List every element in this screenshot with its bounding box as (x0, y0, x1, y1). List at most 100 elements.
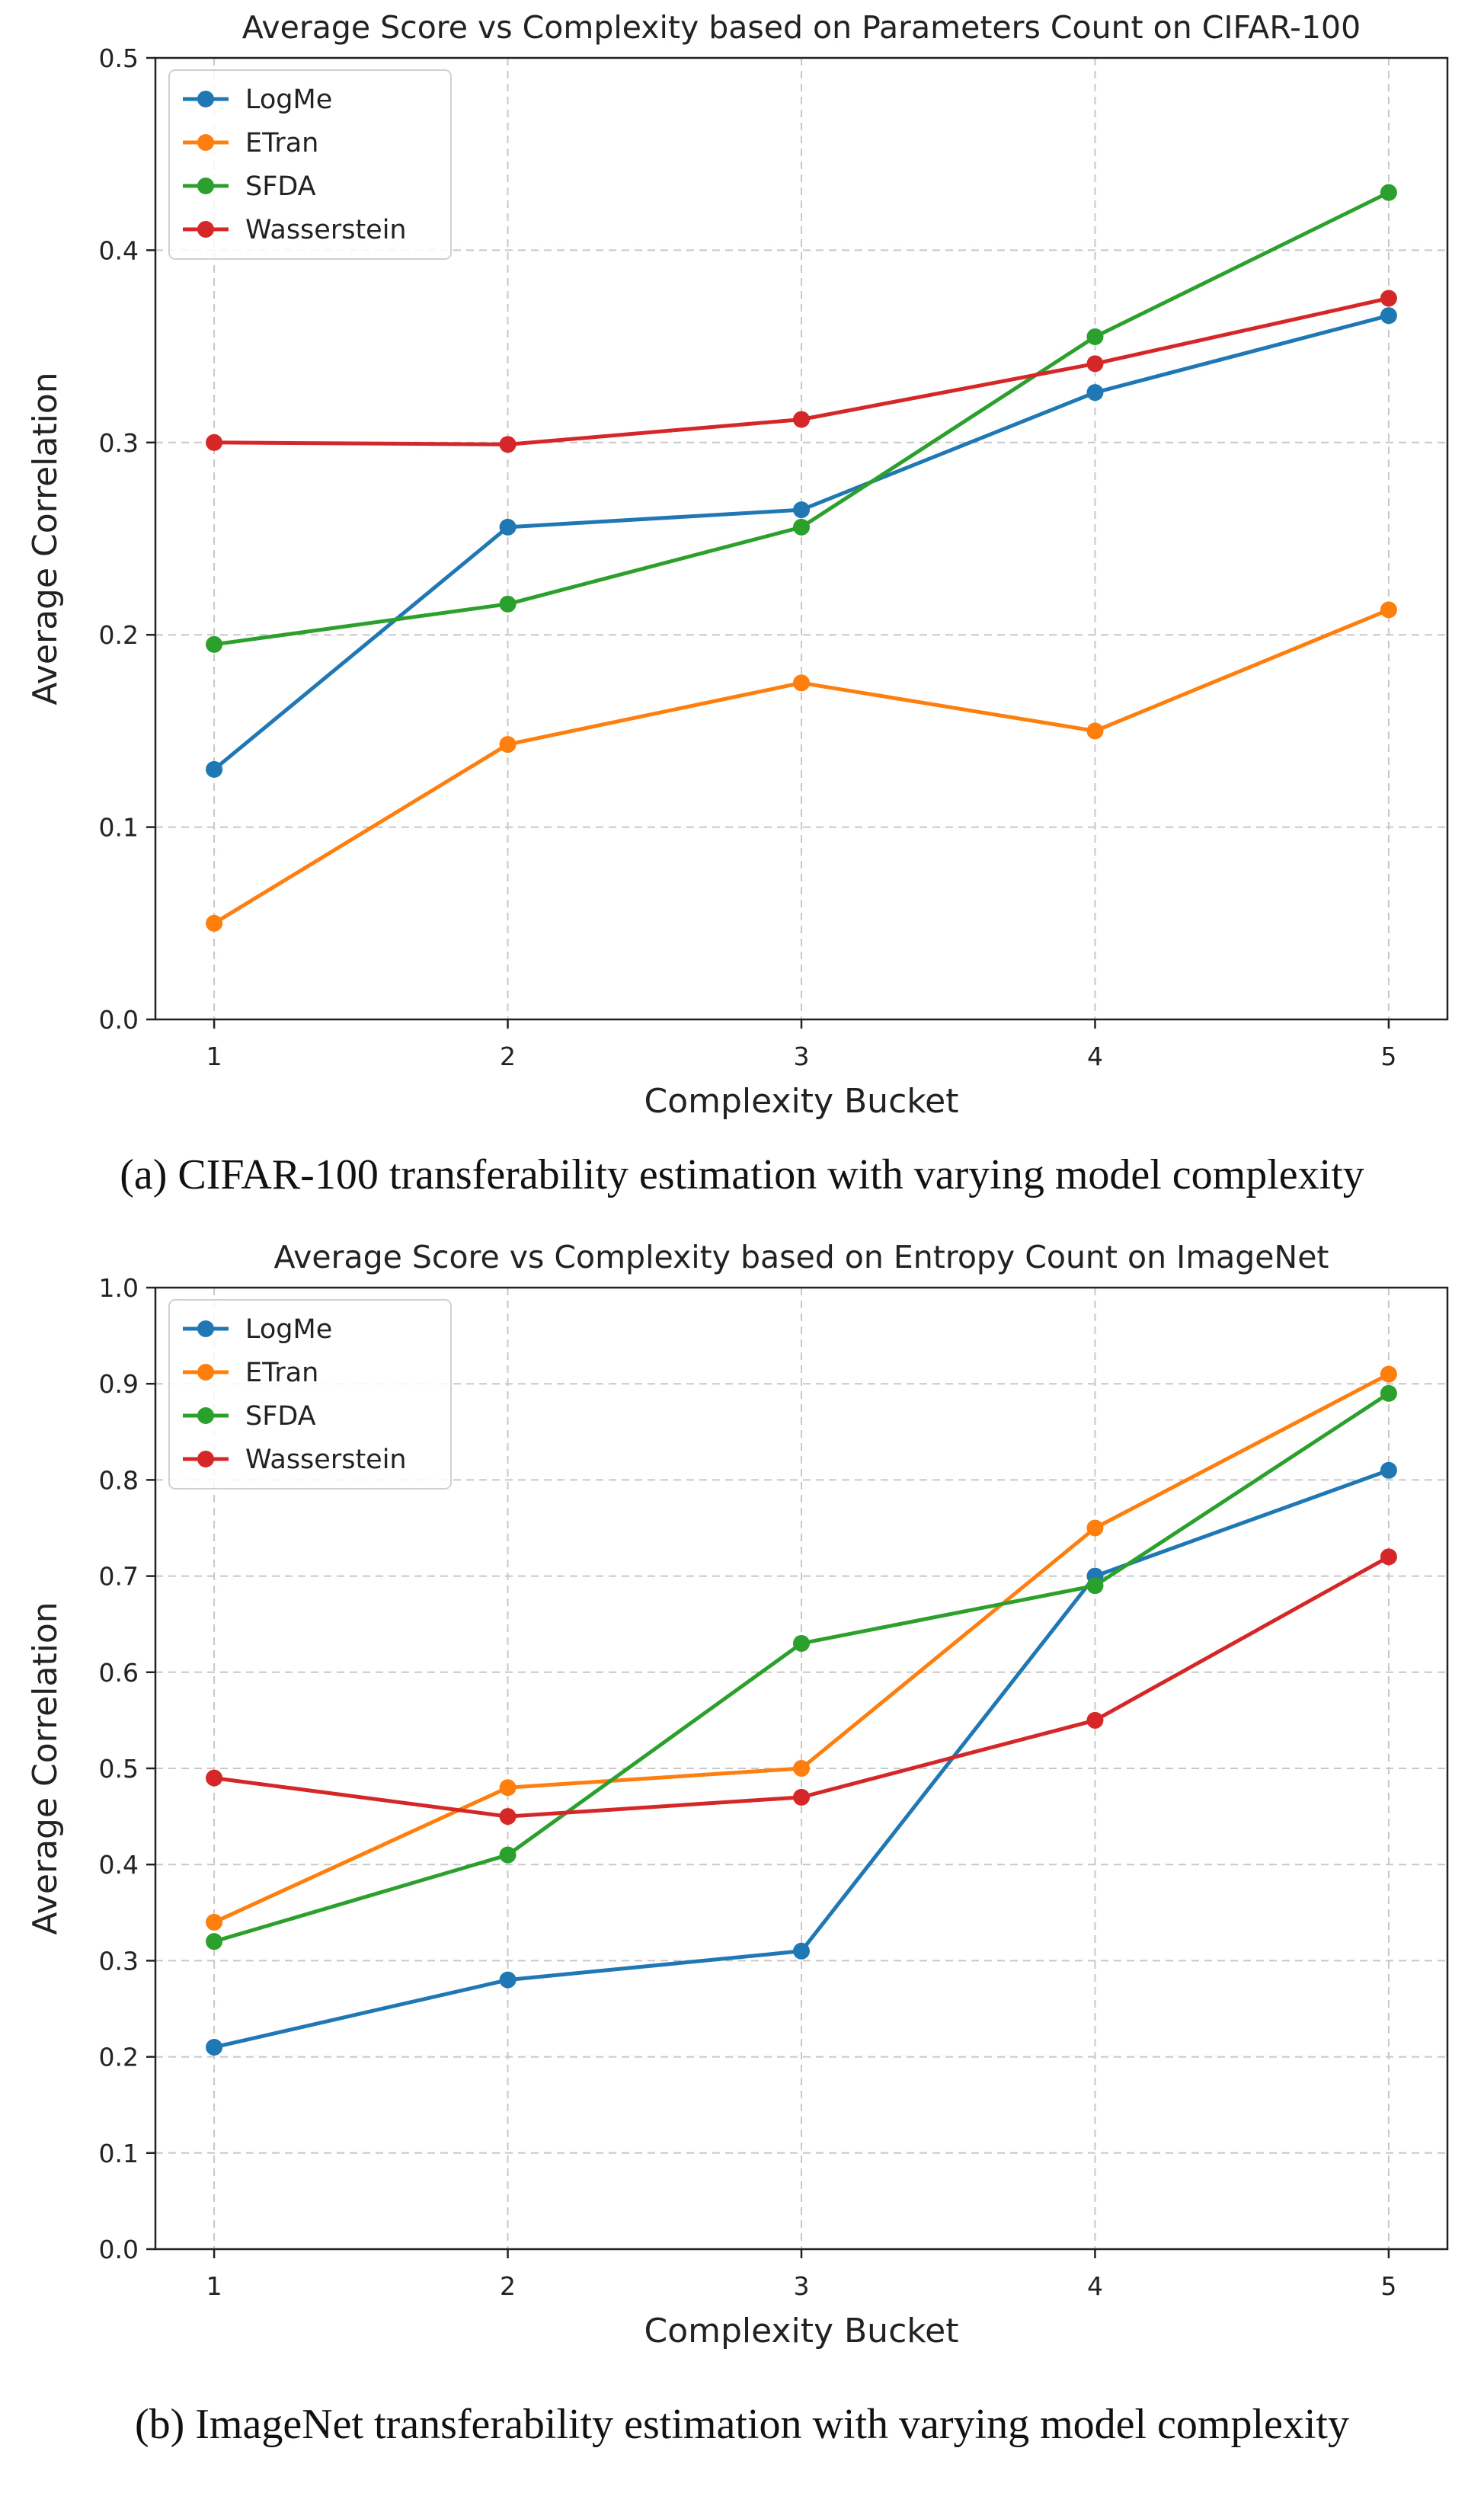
data-point-etran (206, 1913, 223, 1931)
legend-label-logme: LogMe (245, 85, 332, 115)
data-point-etran (499, 736, 517, 754)
y-tick-label: 0.4 (99, 235, 139, 265)
x-tick-label: 4 (1087, 1042, 1103, 1071)
data-point-sfda (206, 1933, 223, 1950)
y-tick-label: 0.8 (99, 1465, 139, 1495)
data-point-sfda (206, 635, 223, 653)
data-point-wasserstein (206, 434, 223, 451)
x-tick-label: 5 (1380, 1042, 1396, 1071)
data-point-sfda (1086, 328, 1104, 345)
series-sfda (206, 184, 1397, 653)
figure-caption-a: (a) CIFAR-100 transferability estimation… (120, 1151, 1364, 1198)
legend-box (168, 69, 452, 260)
series-etran (206, 601, 1397, 932)
legend-marker-logme (197, 91, 214, 107)
data-point-etran (1086, 1519, 1104, 1537)
data-point-sfda (793, 1634, 810, 1652)
y-tick-label: 0.1 (99, 2139, 139, 2168)
x-tick-label: 4 (1087, 2271, 1103, 2301)
data-point-etran (1086, 722, 1104, 740)
data-point-wasserstein (1086, 355, 1104, 373)
legend-marker-wasserstein (197, 221, 214, 238)
data-point-logme (499, 1971, 517, 1989)
series-sfda (206, 1384, 1397, 1950)
y-tick-label: 0.1 (99, 813, 139, 843)
x-tick-label: 2 (500, 2271, 516, 2301)
y-tick-label: 1.0 (99, 1273, 139, 1303)
x-tick-label: 2 (500, 1042, 516, 1071)
y-tick-label: 0.7 (99, 1562, 139, 1592)
data-point-etran (1380, 1365, 1397, 1383)
x-tick-label: 5 (1380, 2271, 1396, 2301)
data-point-logme (206, 2038, 223, 2056)
legend-label-etran: ETran (245, 1358, 318, 1388)
data-point-etran (206, 914, 223, 932)
data-point-logme (793, 1942, 810, 1960)
legend-marker-sfda (197, 1407, 214, 1424)
y-tick-label: 0.3 (99, 428, 139, 458)
data-point-logme (1086, 384, 1104, 402)
x-tick-label: 1 (206, 1042, 222, 1071)
series-logme (206, 307, 1397, 778)
data-point-sfda (499, 595, 517, 613)
data-point-logme (206, 760, 223, 778)
data-point-logme (1380, 307, 1397, 325)
data-point-wasserstein (1086, 1711, 1104, 1729)
series-line-wasserstein (213, 1555, 1390, 1819)
data-point-etran (1380, 601, 1397, 619)
cifar100-line-chart: Average Score vs Complexity based on Par… (26, 9, 1449, 1121)
data-point-logme (1380, 1461, 1397, 1479)
legend-label-logme: LogMe (245, 1314, 332, 1345)
legend: LogMe ETran SFDA Wasserstein (168, 1299, 452, 1490)
data-point-sfda (1380, 1384, 1397, 1402)
y-tick-label: 0.6 (99, 1658, 139, 1688)
y-tick-label: 0.3 (99, 1946, 139, 1976)
legend-label-etran: ETran (245, 128, 318, 158)
imagenet-line-chart: Average Score vs Complexity based on Ent… (26, 1242, 1449, 2350)
y-tick-label: 0.5 (99, 43, 139, 73)
legend-marker-etran (197, 134, 214, 151)
figure-panel-imagenet: Average Score vs Complexity based on Ent… (0, 1242, 1484, 2496)
data-point-sfda (793, 518, 810, 536)
y-axis-label: Average Correlation (26, 1602, 65, 1934)
legend-marker-etran (197, 1364, 214, 1381)
legend-marker-wasserstein (197, 1451, 214, 1467)
data-point-wasserstein (206, 1769, 223, 1787)
figure-caption-b: (b) ImageNet transferability estimation … (134, 2401, 1349, 2448)
data-point-wasserstein (793, 1788, 810, 1806)
data-point-wasserstein (793, 411, 810, 428)
figure-panel-cifar100: Average Score vs Complexity based on Par… (0, 0, 1484, 1242)
legend-label-sfda: SFDA (245, 1401, 316, 1432)
data-point-sfda (1086, 1577, 1104, 1595)
y-tick-label: 0.5 (99, 1754, 139, 1784)
series-etran (206, 1365, 1397, 1931)
legend-marker-sfda (197, 178, 214, 194)
y-tick-label: 0.9 (99, 1369, 139, 1399)
chart-title: Average Score vs Complexity based on Par… (242, 9, 1361, 46)
data-point-logme (793, 501, 810, 519)
data-point-etran (793, 1760, 810, 1777)
series-wasserstein (206, 290, 1397, 453)
legend: LogMe ETran SFDA Wasserstein (168, 69, 452, 260)
x-tick-label: 3 (794, 2271, 810, 2301)
data-point-wasserstein (1380, 290, 1397, 307)
data-point-etran (793, 674, 810, 692)
y-axis-label: Average Correlation (26, 372, 65, 705)
legend-label-sfda: SFDA (245, 171, 316, 202)
y-tick-label: 0.0 (99, 2235, 139, 2264)
y-tick-label: 0.0 (99, 1005, 139, 1035)
data-point-sfda (1380, 184, 1397, 201)
data-point-wasserstein (1380, 1548, 1397, 1566)
chart-title: Average Score vs Complexity based on Ent… (273, 1242, 1329, 1275)
data-point-wasserstein (499, 1808, 517, 1826)
x-tick-label: 1 (206, 2271, 222, 2301)
data-point-wasserstein (499, 436, 517, 453)
series-wasserstein (206, 1548, 1397, 1826)
x-axis-label: Complexity Bucket (644, 2312, 959, 2350)
y-tick-label: 0.2 (99, 620, 139, 650)
y-tick-label: 0.2 (99, 2043, 139, 2072)
legend-box (168, 1299, 452, 1490)
data-point-sfda (499, 1846, 517, 1864)
x-axis-label: Complexity Bucket (644, 1082, 959, 1121)
y-tick-label: 0.4 (99, 1850, 139, 1880)
